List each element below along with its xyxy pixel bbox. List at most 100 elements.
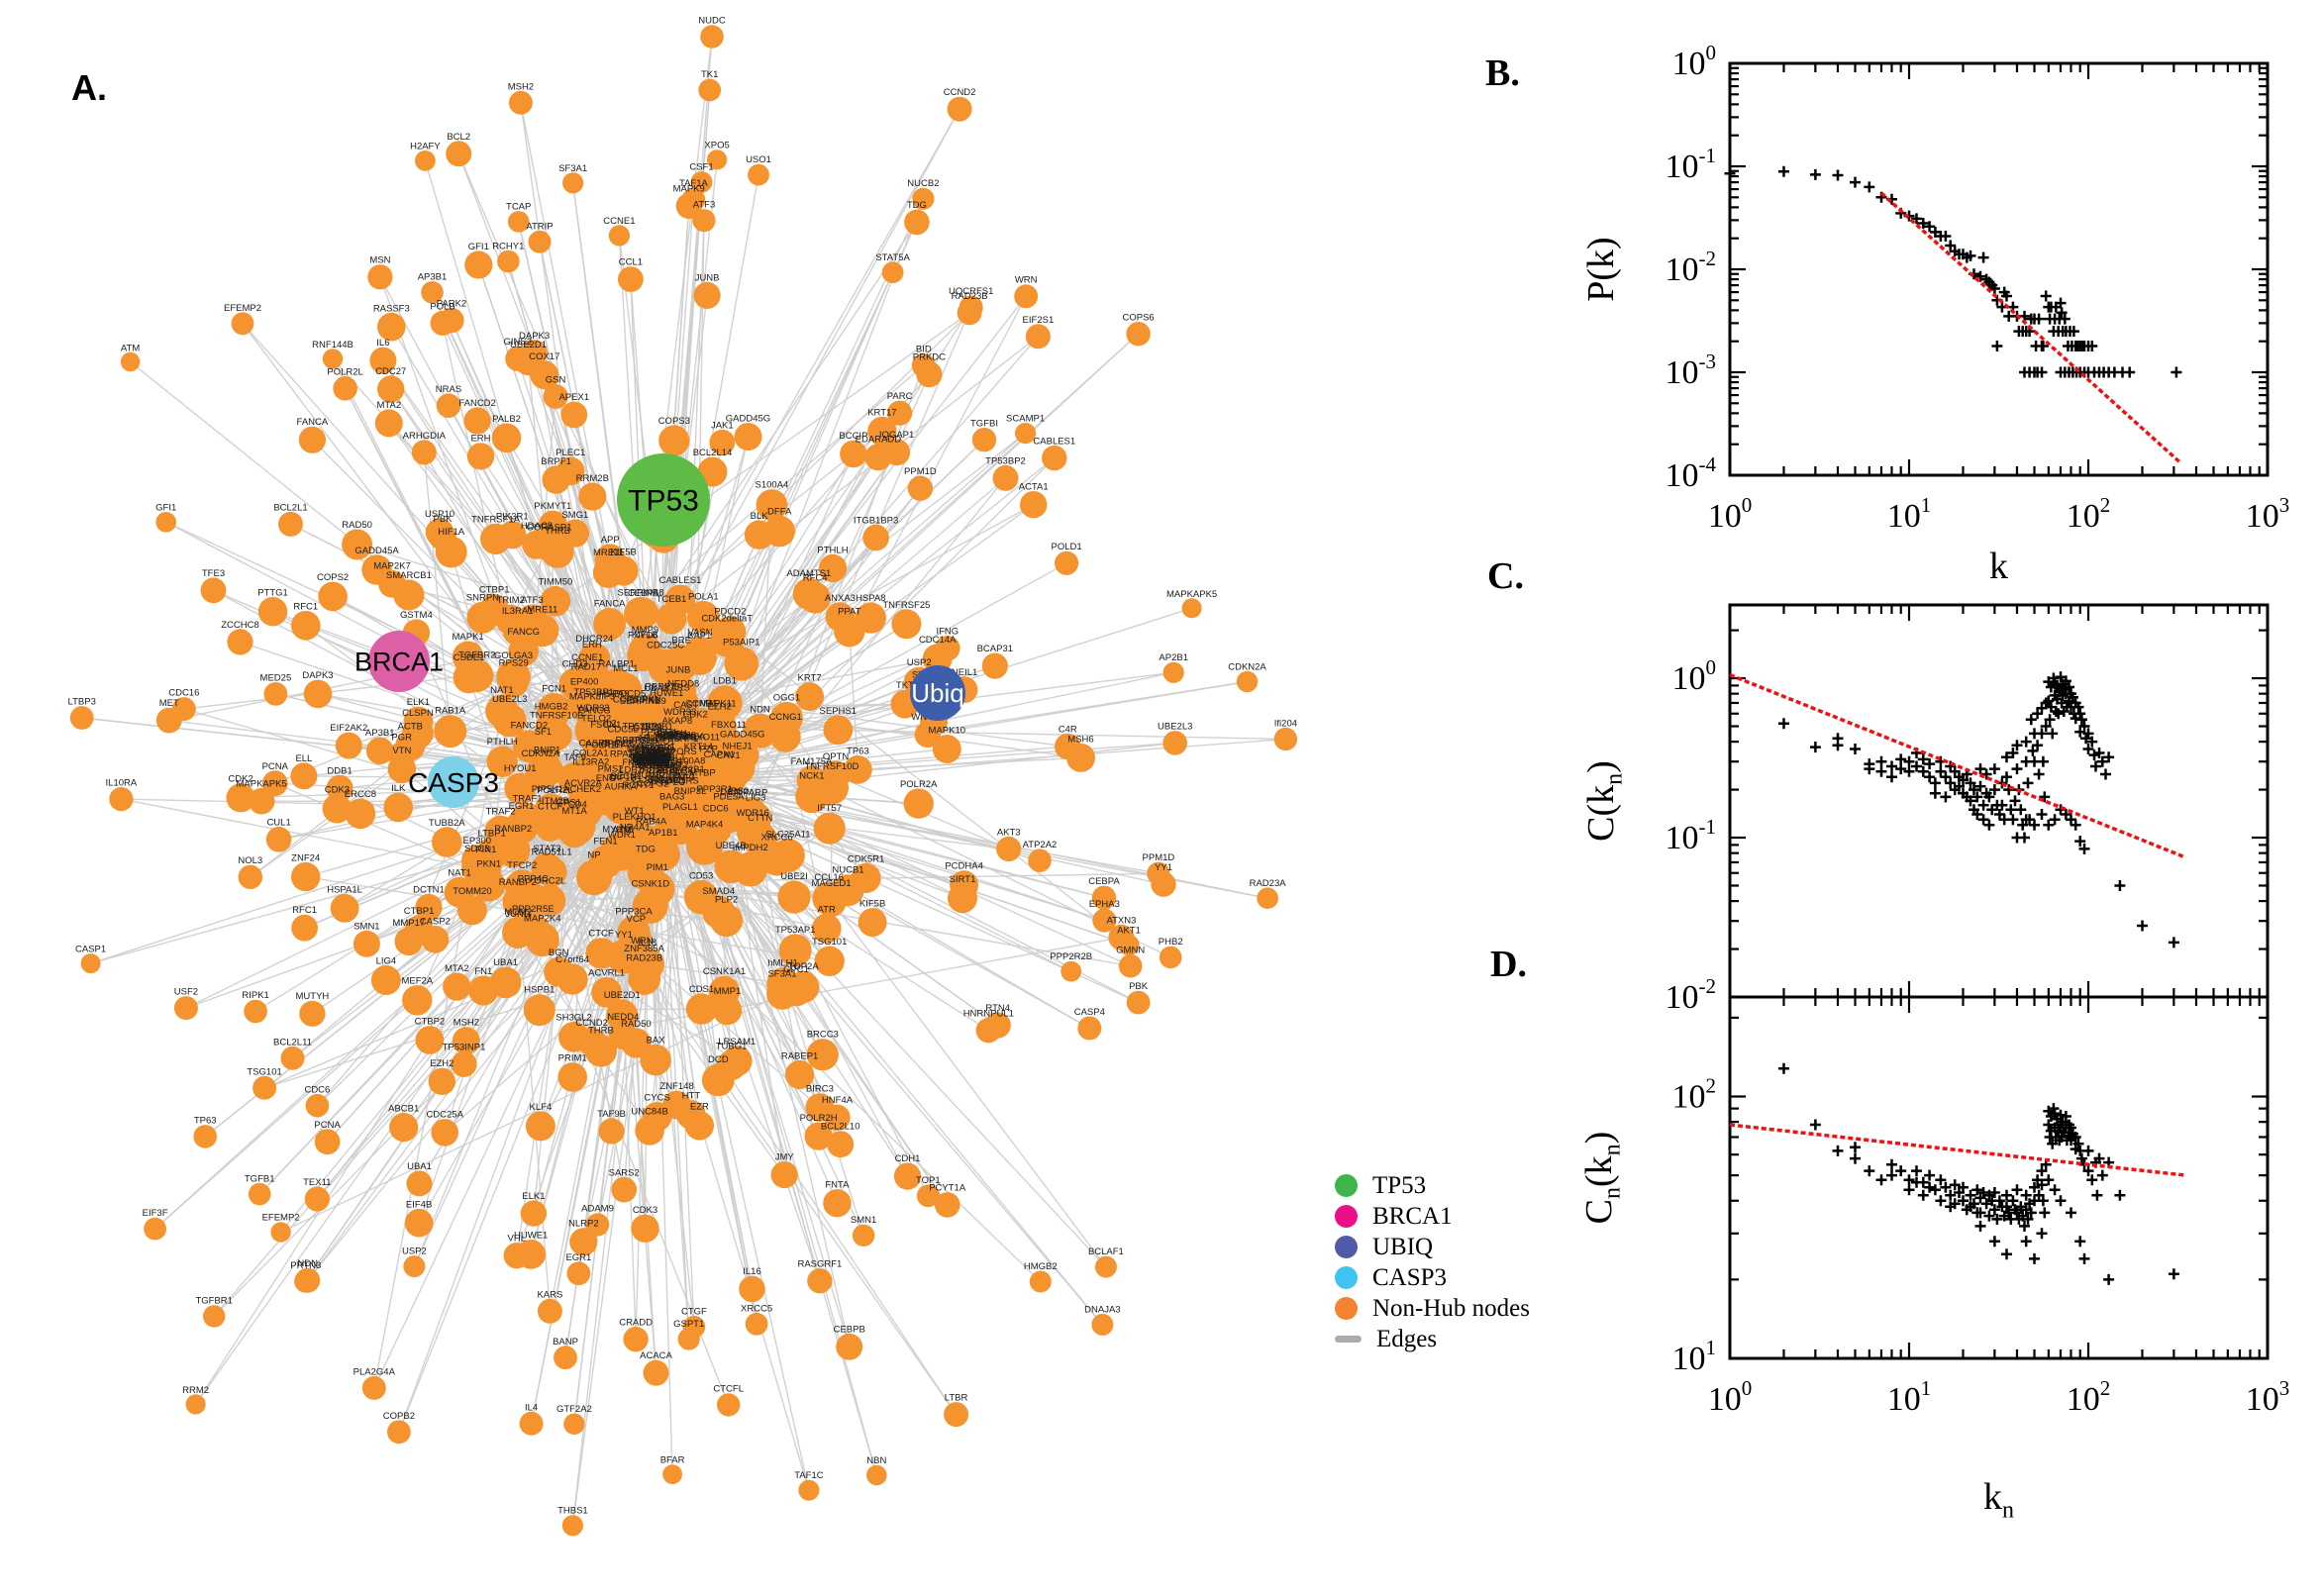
network-node-label: VTN xyxy=(392,746,411,756)
plot-frame xyxy=(1728,995,2270,1360)
network-node-label: COPB2 xyxy=(383,1411,415,1422)
network-node-label: PLEC1 xyxy=(556,448,585,458)
network-node-label: CD4 xyxy=(568,800,587,811)
network-node-label: ATF3 xyxy=(521,595,544,606)
network-node-label: BAG4 xyxy=(640,753,664,764)
network-node-label: SERPINB8 xyxy=(618,587,664,598)
network-node xyxy=(903,788,934,819)
network-node-label: CCL1 xyxy=(619,257,643,268)
scatter-points xyxy=(1778,1062,2179,1285)
network-node-label: RBL2 xyxy=(632,760,656,771)
network-node-label: UBE2L3 xyxy=(1158,722,1192,733)
network-node-label: MTA2 xyxy=(376,400,401,411)
network-node xyxy=(291,611,321,641)
network-node xyxy=(708,975,741,1007)
network-node-label: HSPB1 xyxy=(524,985,555,996)
network-node-label: JAK1 xyxy=(711,420,734,431)
network-node-label: TNFRSF10D xyxy=(804,761,858,772)
network-node-label: PCDHA4 xyxy=(945,861,983,872)
network-node-label: FANCG xyxy=(578,706,611,717)
network-node xyxy=(717,1393,741,1417)
network-node-label: BCL2L14 xyxy=(693,448,733,458)
network-node-label: ERH xyxy=(582,640,602,650)
network-node-label: Ifi204 xyxy=(1274,718,1297,729)
network-node-label: PALB2 xyxy=(492,414,521,425)
network-node-label: PCYT1A xyxy=(929,1183,966,1194)
network-node xyxy=(523,994,556,1027)
network-node-label: TSG101 xyxy=(247,1066,281,1077)
network-node-label: HSPA1L xyxy=(327,884,362,895)
tick-label: 102 xyxy=(2067,1376,2111,1418)
network-node-label: MAP2K7 xyxy=(373,560,411,571)
network-node xyxy=(643,1359,669,1386)
network-node xyxy=(911,353,936,378)
network-node xyxy=(686,600,720,634)
tick-label: 103 xyxy=(2246,1376,2290,1418)
legend-item-brca1: BRCA1 xyxy=(1335,1201,1530,1232)
network-node xyxy=(1029,1270,1052,1293)
network-node-label: EDARADD xyxy=(856,435,902,446)
network-node-label: RRM2B xyxy=(576,473,609,484)
network-node xyxy=(541,719,572,751)
network-node xyxy=(578,482,607,511)
network-node xyxy=(406,1170,433,1197)
network-node-label: BIRC3 xyxy=(806,1084,834,1095)
network-node-label: CAV1 xyxy=(717,750,741,761)
network-node-label: LRSAM1 xyxy=(718,1037,756,1047)
tick-label: 10-2 xyxy=(1666,974,1717,1016)
network-node xyxy=(852,1224,875,1247)
network-node-label: ATM xyxy=(121,343,140,353)
network-node xyxy=(598,668,635,704)
network-node xyxy=(512,730,546,763)
tick-label: 102 xyxy=(2067,493,2111,535)
network-node-label: THBS1 xyxy=(557,1506,588,1517)
network-node-label: TGFBR3 xyxy=(628,749,664,760)
scatter-points xyxy=(1778,671,2179,948)
network-node-label: GOLGA3 xyxy=(494,650,533,661)
network-node-label: TP53BP1 xyxy=(573,687,614,698)
network-node xyxy=(864,444,892,471)
network-node xyxy=(769,721,801,752)
network-node xyxy=(428,1067,455,1096)
network-node xyxy=(226,783,255,813)
network-node-label: BNIP3L xyxy=(674,786,707,797)
network-node-label: EGR1 xyxy=(509,801,535,812)
network-node xyxy=(770,838,805,872)
network-node xyxy=(1091,1313,1114,1336)
network-node xyxy=(664,584,696,616)
network-node-label: MYST1 xyxy=(639,760,670,771)
network-node-label: ERH xyxy=(470,434,490,445)
network-node xyxy=(1055,550,1079,575)
network-node xyxy=(858,908,887,938)
network-node-label: MRE11 xyxy=(593,548,624,558)
network-node xyxy=(383,792,414,823)
network-node-label: MAPKAPK5 xyxy=(1166,589,1217,600)
network-node-label: ELK1 xyxy=(522,1191,545,1202)
network-node-label: RPS29 xyxy=(499,658,529,669)
network-node-label: HNF4A xyxy=(822,1095,854,1106)
network-node-label: MMP1 xyxy=(714,986,741,997)
network-node-label: TP53BP2 xyxy=(985,455,1026,466)
network-node xyxy=(677,1328,700,1350)
network-node-label: TDG xyxy=(636,845,656,855)
network-node-label: SF3A1 xyxy=(767,969,796,980)
hub-node-tp53 xyxy=(617,453,710,547)
network-node xyxy=(367,264,393,290)
network-node-label: PLAGL1 xyxy=(662,802,698,813)
network-node-label: BAX xyxy=(647,1035,666,1046)
network-node-label: UBE2L3 xyxy=(492,694,527,705)
network-node xyxy=(248,1182,271,1206)
network-node-label: TOPORS xyxy=(659,776,699,787)
network-node-label: IL16 xyxy=(743,1266,761,1277)
network-node xyxy=(404,915,434,944)
network-node xyxy=(1015,423,1037,445)
network-node xyxy=(520,1200,548,1227)
network-node-label: CAPN1 xyxy=(704,749,736,760)
network-node-label: PPP2R5E xyxy=(512,904,555,915)
network-node-label: C1orf123 xyxy=(632,753,670,764)
network-node-label: CASP7 xyxy=(579,739,610,749)
network-node xyxy=(345,798,376,830)
network-node-label: VASN xyxy=(687,627,712,638)
network-node xyxy=(971,428,997,452)
legend-item-label: Edges xyxy=(1376,1325,1438,1352)
